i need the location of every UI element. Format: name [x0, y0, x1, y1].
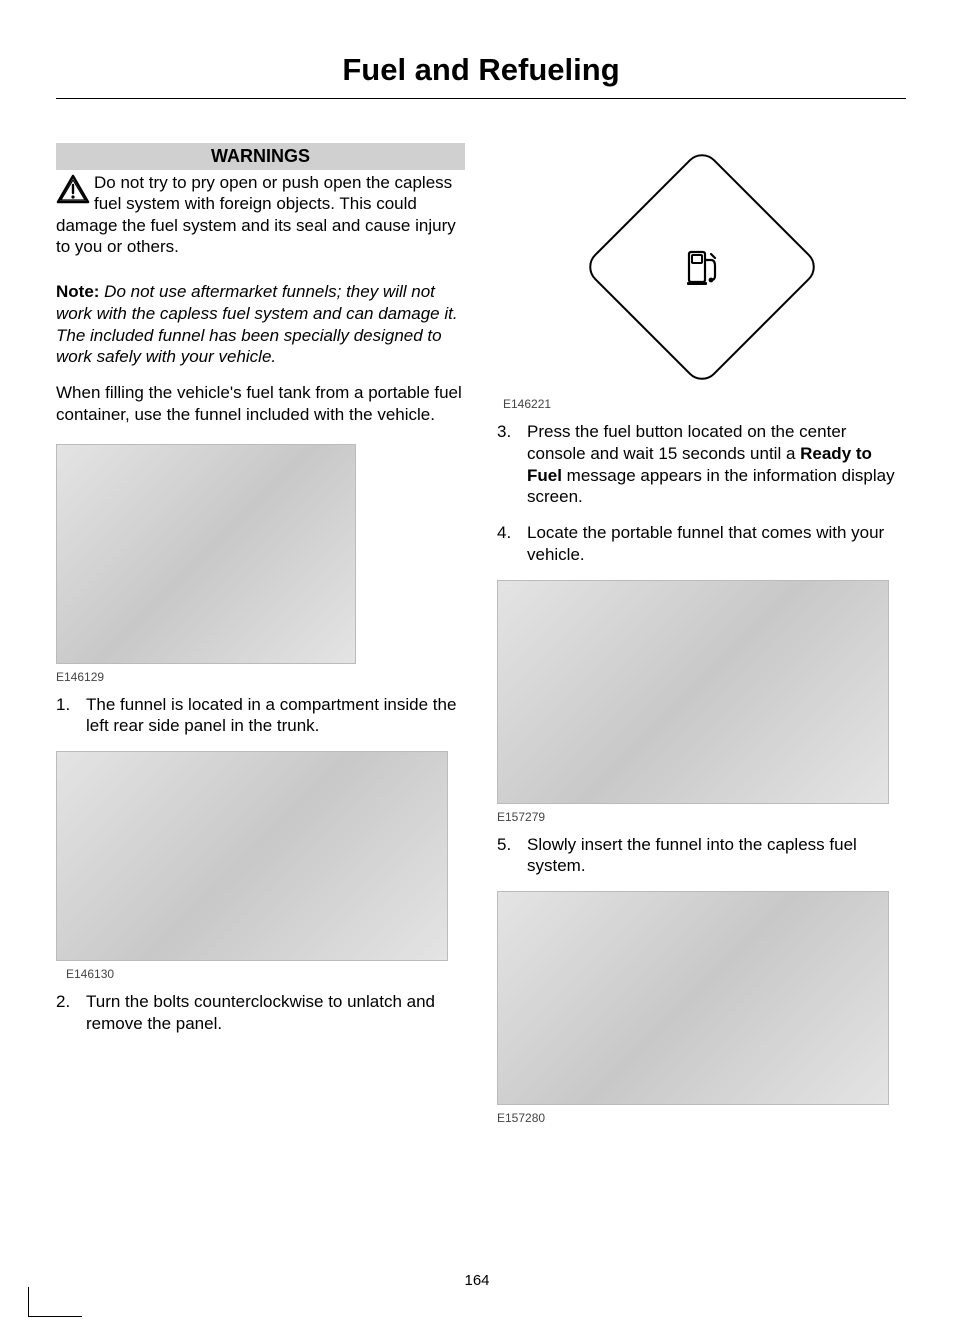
figure-1 — [56, 444, 465, 664]
step-2: Turn the bolts counterclockwise to unlat… — [56, 991, 465, 1035]
intro-paragraph: When filling the vehicle's fuel tank fro… — [56, 382, 465, 426]
step-3-text-a: Press the fuel button located on the cen… — [527, 422, 846, 463]
figure-2 — [56, 751, 465, 961]
title-rule — [56, 98, 906, 99]
step-1: The funnel is located in a compartment i… — [56, 694, 465, 738]
step-1-text: The funnel is located in a compartment i… — [86, 695, 456, 736]
steps-right-a: Press the fuel button located on the cen… — [497, 421, 906, 566]
figure-2-caption: E146130 — [66, 967, 465, 981]
figure-1-caption: E146129 — [56, 670, 465, 684]
steps-left-a: The funnel is located in a compartment i… — [56, 694, 465, 738]
warning-block: Do not try to pry open or push open the … — [56, 172, 465, 257]
figure-3 — [497, 143, 906, 391]
warnings-header: WARNINGS — [56, 143, 465, 170]
content-columns: WARNINGS Do not try to pry open or push … — [56, 143, 906, 1135]
step-2-text: Turn the bolts counterclockwise to unlat… — [86, 992, 435, 1033]
step-3-text-b: message appears in the information displ… — [527, 466, 895, 507]
figure-3-caption: E146221 — [503, 397, 906, 411]
steps-left-b: Turn the bolts counterclockwise to unlat… — [56, 991, 465, 1035]
figure-1-image — [56, 444, 356, 664]
figure-4-caption: E157279 — [497, 810, 906, 824]
right-column: E146221 Press the fuel button located on… — [497, 143, 906, 1135]
note-label: Note: — [56, 282, 99, 301]
note-block: Note: Do not use aftermarket funnels; th… — [56, 281, 465, 368]
fuel-pump-icon — [681, 246, 723, 288]
fuel-door-diagram — [572, 143, 832, 391]
crop-mark — [28, 1287, 82, 1317]
figure-2-image — [56, 751, 448, 961]
figure-4-image — [497, 580, 889, 804]
warning-triangle-icon — [56, 174, 90, 204]
step-5: Slowly insert the funnel into the caples… — [497, 834, 906, 878]
note-text: Do not use aftermarket funnels; they wil… — [56, 282, 458, 366]
step-3: Press the fuel button located on the cen… — [497, 421, 906, 508]
steps-right-b: Slowly insert the funnel into the caples… — [497, 834, 906, 878]
page-title: Fuel and Refueling — [56, 52, 906, 88]
figure-4 — [497, 580, 906, 804]
step-4-text: Locate the portable funnel that comes wi… — [527, 523, 884, 564]
warning-text: Do not try to pry open or push open the … — [56, 173, 456, 256]
figure-5-caption: E157280 — [497, 1111, 906, 1125]
step-4: Locate the portable funnel that comes wi… — [497, 522, 906, 566]
figure-5-image — [497, 891, 889, 1105]
page-number: 164 — [0, 1272, 954, 1289]
step-5-text: Slowly insert the funnel into the caples… — [527, 835, 857, 876]
left-column: WARNINGS Do not try to pry open or push … — [56, 143, 465, 1135]
figure-5 — [497, 891, 906, 1105]
